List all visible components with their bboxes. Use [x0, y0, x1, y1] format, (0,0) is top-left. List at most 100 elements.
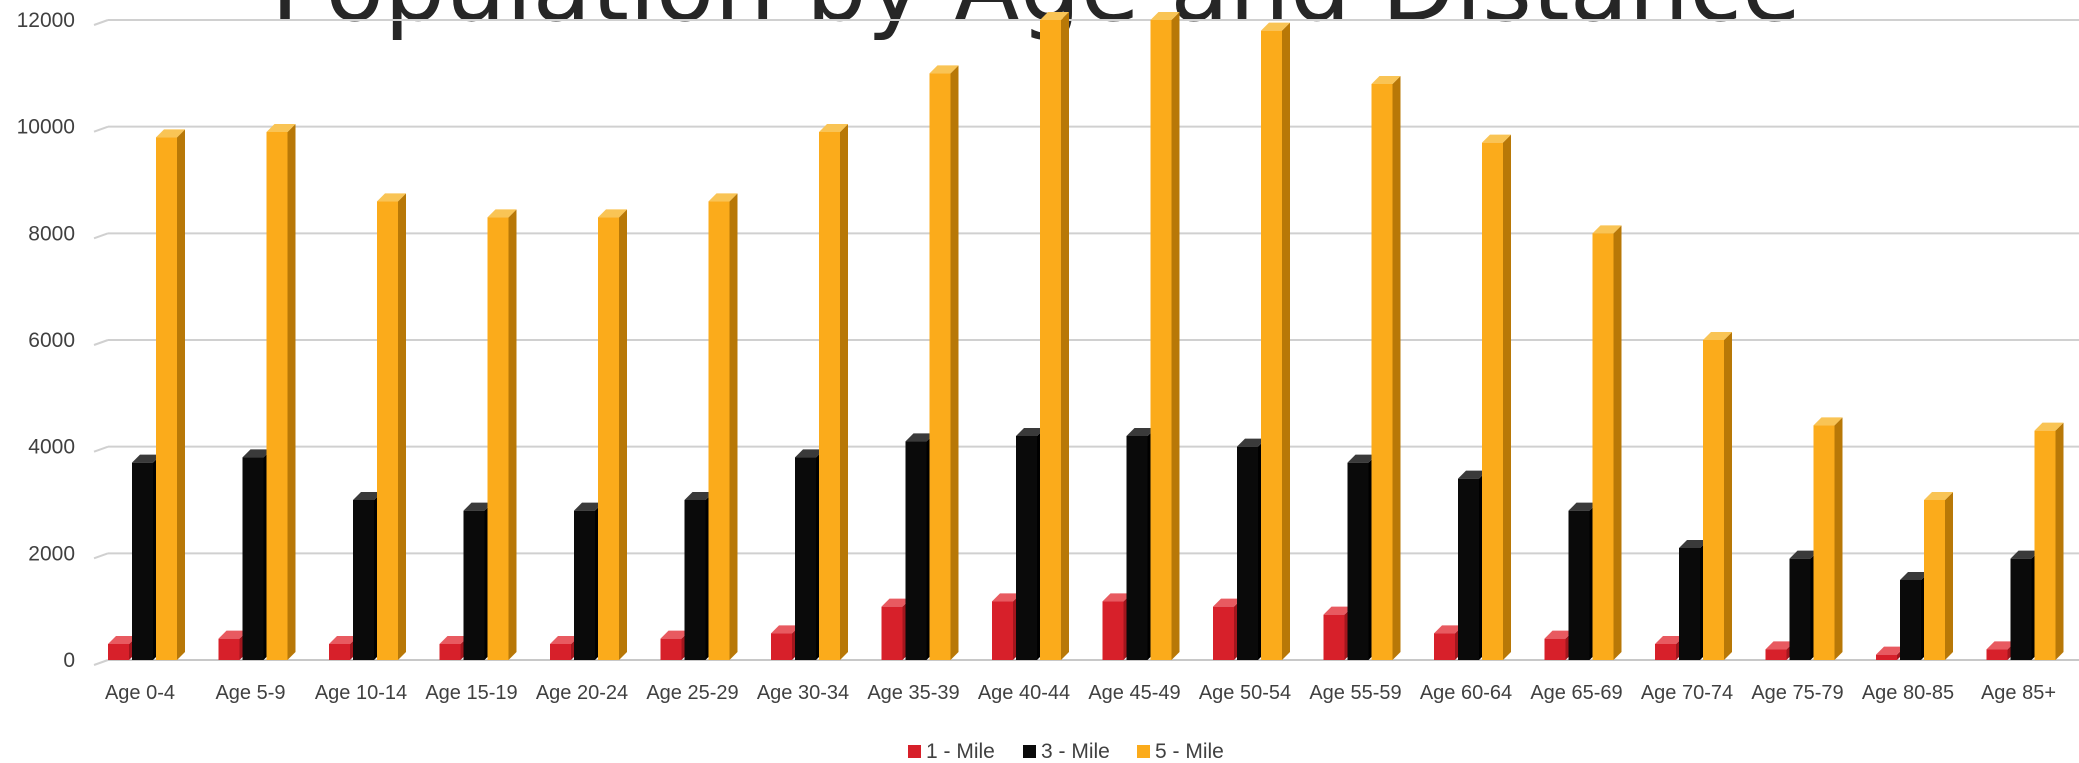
y-tick-label: 6000	[28, 329, 75, 352]
bar-top	[684, 492, 714, 500]
bar	[1482, 134, 1511, 660]
bar-top	[1213, 598, 1242, 607]
bar-side	[1503, 134, 1511, 660]
bar-top	[1900, 572, 1929, 580]
bar-front	[819, 132, 840, 660]
bar-top	[108, 636, 137, 644]
bar-front	[708, 201, 730, 661]
bar	[266, 124, 296, 660]
x-tick-label: Age 30-34	[757, 682, 849, 704]
x-tick-label: Age 60-64	[1420, 682, 1512, 704]
x-tick-label: Age 20-24	[536, 682, 628, 704]
bar-front	[2034, 430, 2056, 660]
bar-front	[771, 633, 792, 660]
bar-top	[1789, 550, 1819, 559]
bar-front	[1592, 233, 1614, 661]
y-tick-label: 2000	[28, 542, 75, 565]
bar-side	[1282, 22, 1290, 660]
bar-front	[1102, 601, 1124, 660]
bar-top	[819, 124, 848, 132]
bar-top	[1458, 470, 1487, 479]
x-tick-label: Age 70-74	[1641, 682, 1733, 704]
bar-front	[2010, 558, 2032, 660]
bar-top	[1703, 332, 1732, 340]
bar	[1371, 76, 1401, 660]
bar-front	[439, 644, 461, 660]
bar-top	[218, 630, 248, 639]
bar-front	[487, 217, 509, 661]
x-tick-label: Age 10-14	[315, 682, 407, 704]
legend-label: 3 - Mile	[1041, 740, 1110, 763]
bar-side	[398, 193, 406, 661]
y-tick-label: 0	[63, 649, 75, 672]
x-tick-label: Age 5-9	[215, 682, 285, 704]
bar	[1040, 12, 1069, 660]
bar-top	[598, 209, 627, 218]
bar-top	[881, 598, 911, 607]
bar-front	[377, 201, 398, 661]
bar-front	[108, 644, 129, 660]
bar-top	[439, 636, 469, 644]
bar-front	[574, 510, 595, 660]
bar-top	[1482, 134, 1511, 143]
bar-top	[1323, 606, 1353, 615]
bar-front	[550, 644, 571, 660]
bar-front	[218, 638, 240, 660]
x-tick-label: Age 65-69	[1530, 682, 1622, 704]
gridlines	[93, 19, 2079, 666]
bar-top	[487, 209, 517, 218]
bar	[708, 193, 738, 661]
bar	[1703, 332, 1732, 660]
bar-front	[795, 457, 816, 660]
bar	[439, 636, 469, 660]
bar-front	[1482, 142, 1503, 660]
bar-top	[242, 449, 272, 458]
bar-front	[329, 644, 350, 660]
bar-side	[619, 209, 627, 661]
bar	[156, 129, 185, 661]
bar-top	[1016, 428, 1045, 436]
x-tick-label: Age 35-39	[867, 682, 959, 704]
bar-front	[353, 500, 374, 660]
bar-top	[1679, 540, 1708, 548]
bar-top	[1040, 12, 1069, 20]
bar-top	[1813, 417, 1843, 426]
bar-top	[266, 124, 296, 132]
bar-side	[1724, 332, 1732, 660]
bar-front	[1040, 20, 1061, 660]
bar-side	[1945, 492, 1953, 660]
bar	[1924, 492, 1953, 660]
y-tick-label: 12000	[17, 9, 75, 32]
bar-side	[1061, 12, 1069, 660]
bar-front	[992, 601, 1013, 660]
bar-side	[1834, 417, 1843, 660]
gridline-depth	[93, 552, 109, 560]
bar-top	[1150, 12, 1180, 20]
bar-top	[1592, 225, 1622, 234]
x-tick-label: Age 0-4	[105, 682, 175, 704]
bar	[1789, 550, 1819, 660]
bar-top	[1765, 641, 1795, 650]
legend: 1 - Mile 3 - Mile 5 - Mile	[908, 740, 1224, 763]
bar-front	[1986, 649, 2008, 660]
gridline-depth	[93, 659, 109, 666]
bar-front	[242, 457, 264, 660]
bar-side	[2055, 422, 2064, 660]
x-tick-label: Age 85+	[1981, 682, 2056, 704]
bar-front	[598, 217, 619, 661]
bar-front	[1016, 436, 1037, 660]
bar-front	[1213, 606, 1234, 660]
bar-top	[795, 449, 824, 458]
bar	[1813, 417, 1843, 660]
legend-swatch	[1023, 745, 1036, 758]
bar-front	[1371, 84, 1393, 660]
bar-top	[329, 636, 358, 644]
bar-front	[1765, 649, 1787, 660]
bar-top	[1544, 630, 1574, 639]
bar	[1261, 22, 1290, 660]
bar-top	[132, 454, 161, 463]
legend-swatch	[1137, 745, 1150, 758]
bar-front	[905, 441, 927, 660]
x-tick-label: Age 55-59	[1309, 682, 1401, 704]
bar-front	[1876, 654, 1897, 660]
